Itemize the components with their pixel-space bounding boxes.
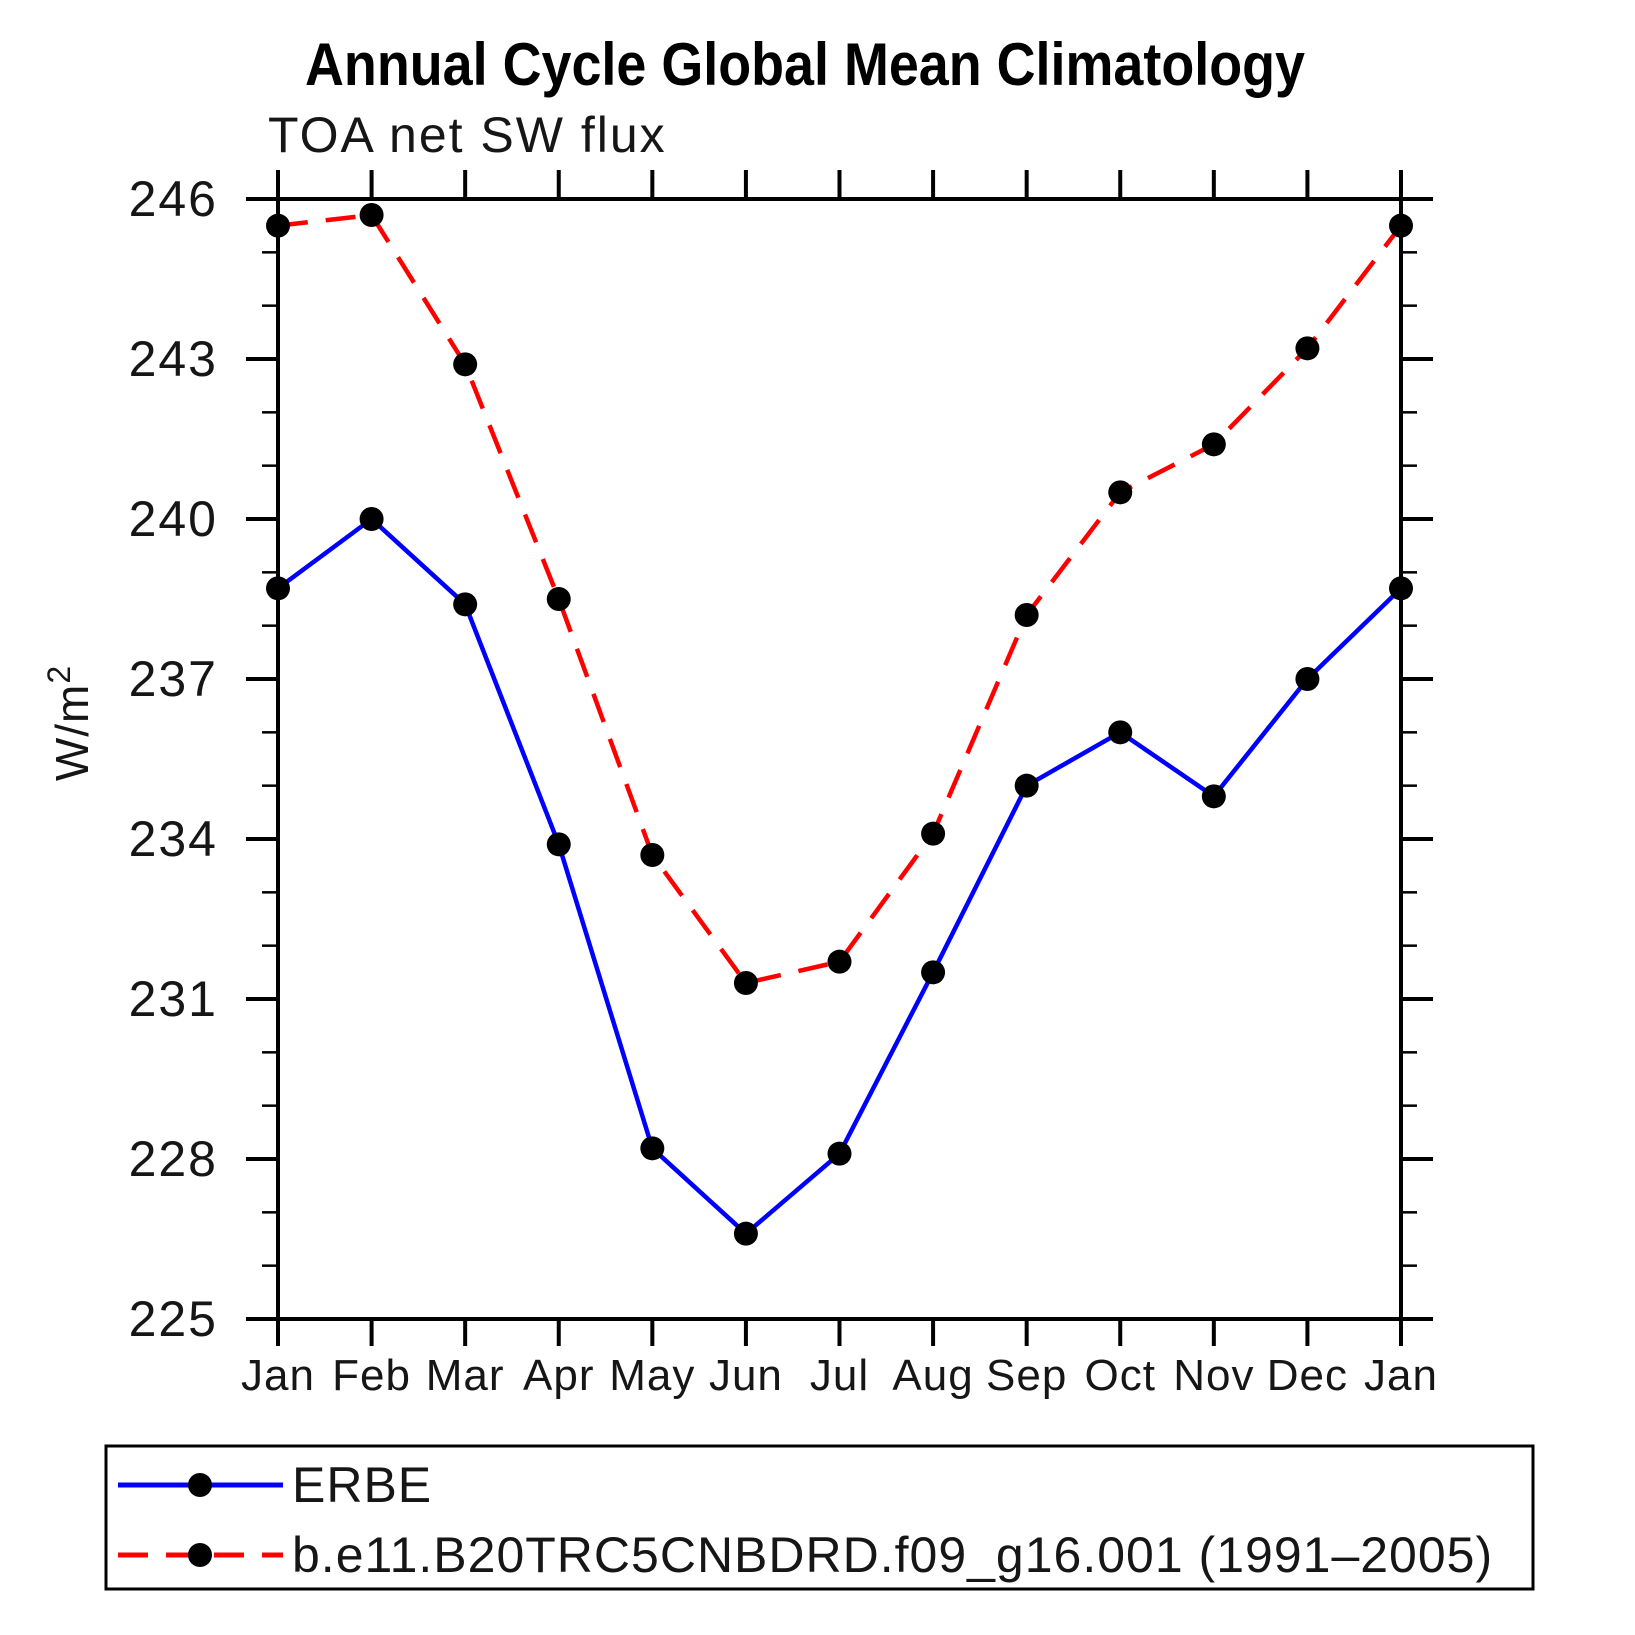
x-tick-label: May	[609, 1351, 695, 1400]
data-point	[640, 1136, 665, 1161]
data-point	[1014, 603, 1039, 627]
legend: ERBE b.e11.B20TRC5CNBDRD.f09_g16.001 (19…	[104, 1444, 1535, 1591]
axis-ticks	[246, 170, 1433, 1346]
data-point	[453, 592, 478, 617]
data-point	[827, 1141, 852, 1166]
x-tick-label: Aug	[892, 1351, 973, 1400]
x-tick-label: Apr	[523, 1351, 594, 1400]
legend-label-erbe: ERBE	[292, 1457, 432, 1513]
x-tick-label: Jan	[1364, 1351, 1438, 1400]
data-point	[1389, 213, 1413, 238]
x-tick-label: Jun	[709, 1351, 783, 1400]
data-point	[1014, 773, 1039, 798]
data-series	[266, 203, 1413, 1246]
data-point	[1201, 784, 1226, 809]
x-tick-label: Jan	[241, 1351, 315, 1400]
y-tick-label: 228	[129, 1131, 218, 1187]
x-tick-label: Oct	[1085, 1351, 1156, 1400]
data-point	[266, 213, 290, 238]
legend-label-model: b.e11.B20TRC5CNBDRD.f09_g16.001 (1991–20…	[292, 1527, 1493, 1583]
y-tick-label: 240	[129, 491, 218, 547]
data-point	[1295, 336, 1320, 361]
data-point	[266, 576, 290, 601]
data-point	[1201, 432, 1226, 457]
data-point	[921, 960, 946, 985]
series-line-0	[276, 516, 1403, 1236]
data-point	[546, 832, 571, 857]
data-point	[921, 821, 946, 846]
x-tick-labels: Jan Feb Mar Apr May Jun Jul Aug Sep Oct Nov Dec Jan	[241, 1351, 1438, 1400]
y-tick-label: 243	[129, 331, 218, 387]
series-line-1	[277, 212, 1403, 986]
x-tick-label: Feb	[332, 1351, 411, 1400]
data-point	[640, 843, 665, 867]
plot-frame	[276, 197, 1403, 1321]
chart-subtitle: TOA net SW flux	[268, 107, 667, 163]
y-tick-label: 246	[129, 171, 218, 227]
y-tick-label: 234	[129, 811, 218, 867]
x-tick-label: Dec	[1267, 1351, 1348, 1400]
chart-title: Annual Cycle Global Mean Climatology	[305, 31, 1306, 98]
y-tick-label: 231	[129, 971, 218, 1027]
y-axis-label: W/m2	[41, 665, 98, 781]
data-point	[359, 507, 384, 531]
data-point	[733, 1221, 758, 1246]
legend-marker-dot	[188, 1543, 212, 1567]
legend-marker-dot	[188, 1473, 212, 1497]
x-tick-label: Nov	[1173, 1351, 1254, 1400]
x-tick-label: Jul	[810, 1351, 869, 1400]
data-point	[733, 971, 758, 995]
x-tick-label: Sep	[986, 1351, 1067, 1400]
data-point	[827, 949, 852, 974]
data-point	[1389, 576, 1413, 601]
data-point	[1108, 480, 1133, 505]
y-tick-label: 237	[129, 651, 218, 707]
data-point	[453, 352, 478, 377]
x-tick-label: Mar	[426, 1351, 505, 1400]
data-point	[1295, 667, 1320, 691]
data-point	[1108, 720, 1133, 745]
legend-box	[104, 1444, 1535, 1591]
data-point	[359, 203, 384, 227]
y-tick-label: 225	[129, 1291, 218, 1347]
y-tick-labels: 225 228 231 234 237 240 243 246	[129, 171, 218, 1347]
data-point	[546, 587, 571, 611]
